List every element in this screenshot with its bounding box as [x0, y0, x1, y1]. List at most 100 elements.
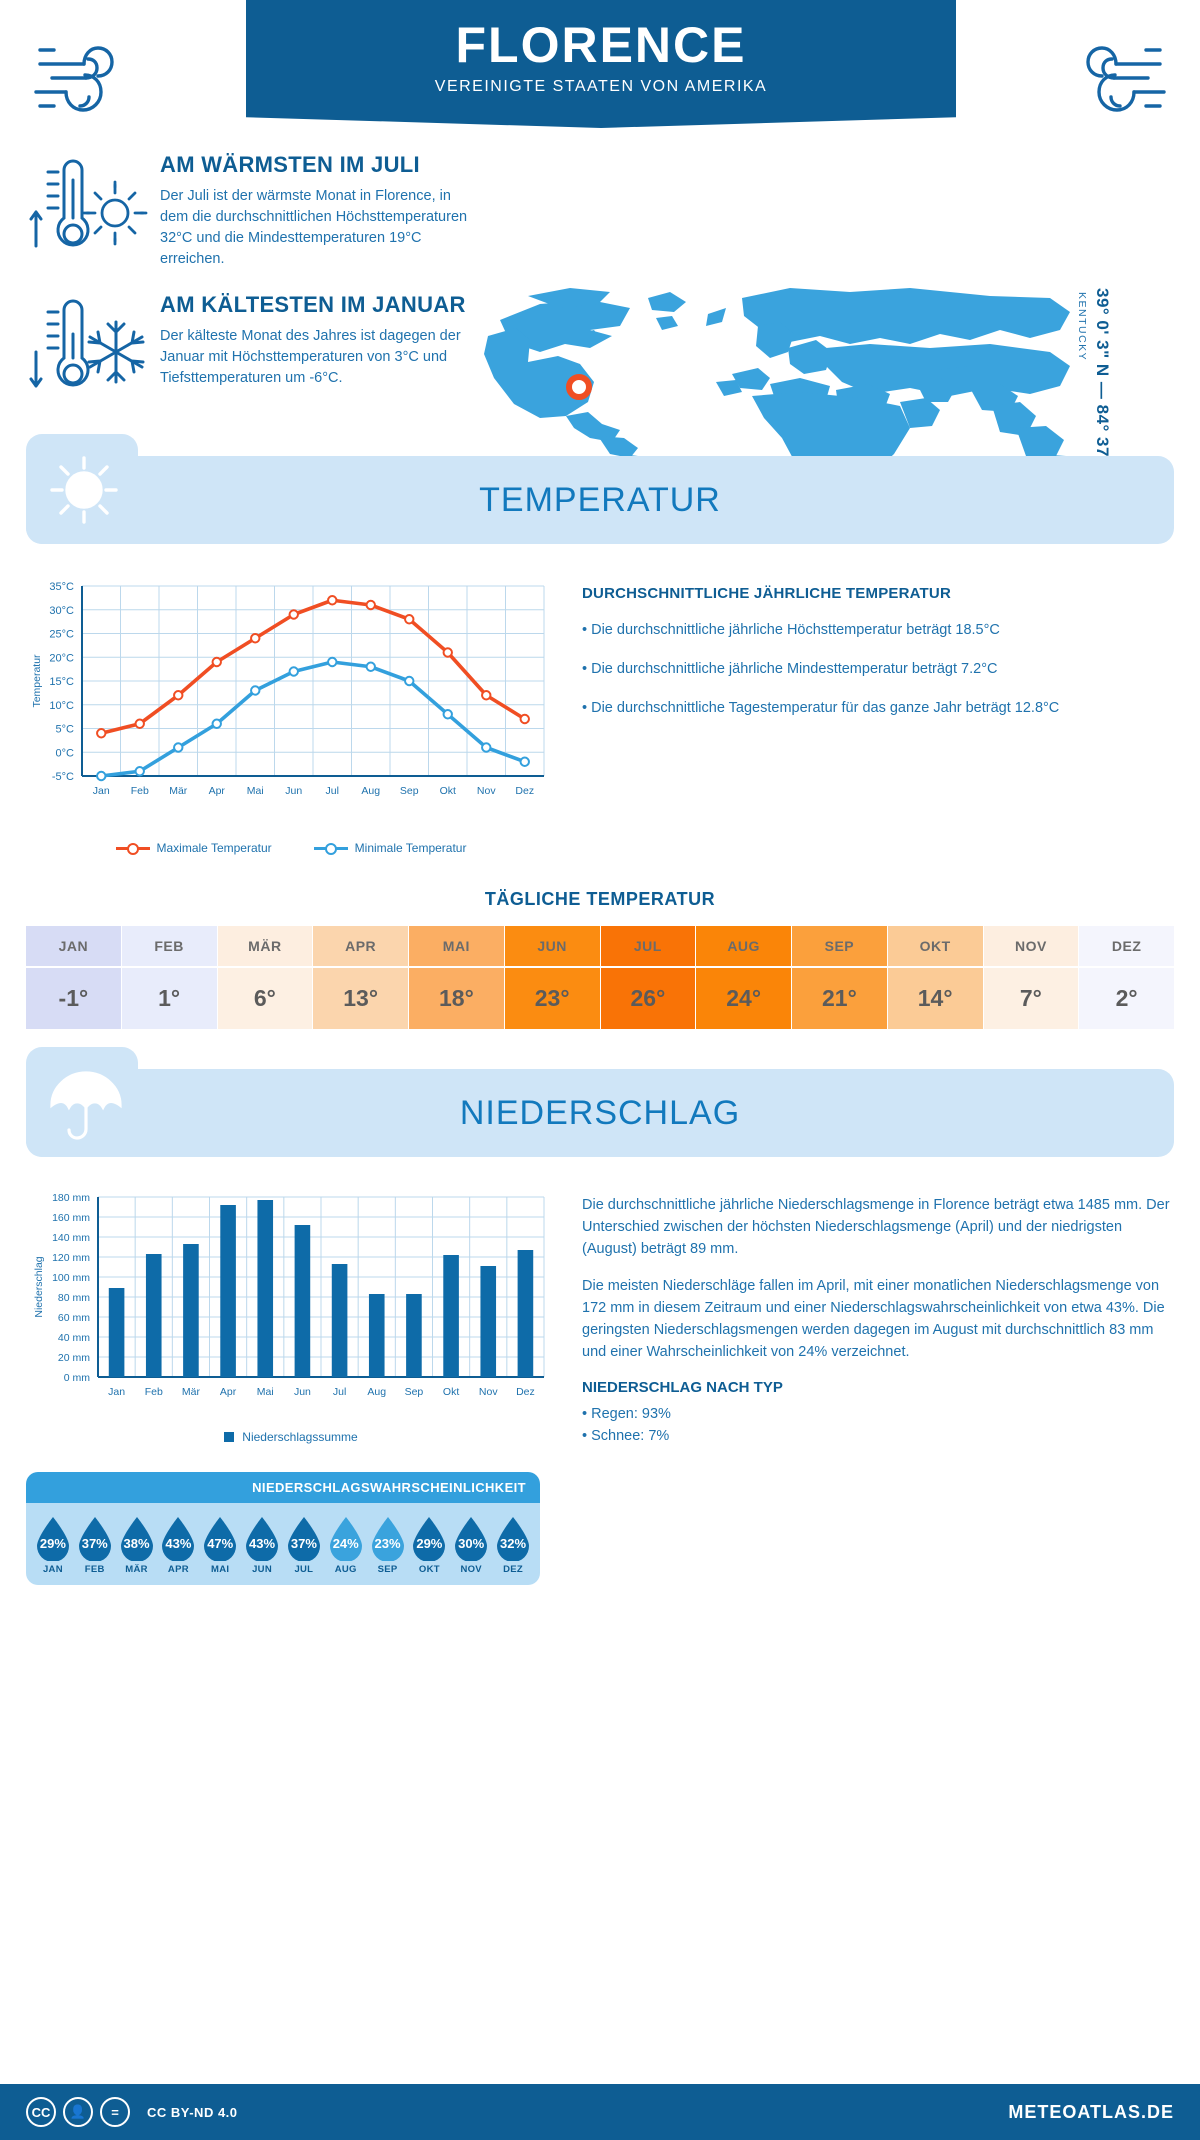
temperature-banner-title: TEMPERATUR: [479, 480, 721, 519]
svg-text:Mai: Mai: [257, 1386, 274, 1398]
temperature-content: -5°C 0°C 5°C 10°C 15°C 20°C 25°C 30°C 35°C Jan Feb…: [26, 576, 1174, 855]
avg-temp-title: DURCHSCHNITTLICHE JÄHRLICHE TEMPERATUR: [582, 585, 951, 602]
probability-value: 32%: [500, 1536, 527, 1551]
daily-temp-value: 21°: [792, 968, 887, 1029]
legend-label-min: Minimale Temperatur: [354, 841, 467, 855]
daily-temp-month-header: JUL: [600, 926, 696, 966]
thermometer-up-icon: [29, 159, 90, 248]
probability-item: 29% JAN: [33, 1515, 73, 1575]
precipitation-chart-legend: Niederschlagssumme: [26, 1430, 556, 1444]
water-drop-icon: 24%: [326, 1515, 366, 1561]
legend-item-min: Minimale Temperatur: [313, 841, 467, 855]
svg-text:20 mm: 20 mm: [58, 1352, 90, 1364]
water-drop-icon: 29%: [409, 1515, 449, 1561]
cold-text: AM KÄLTESTEN IM JANUAR Der kälteste Mona…: [160, 290, 476, 400]
water-drop-icon: 37%: [75, 1515, 115, 1561]
legend-label-max: Maximale Temperatur: [156, 841, 272, 855]
svg-text:Dez: Dez: [516, 1386, 535, 1398]
warm-icons: [26, 150, 148, 260]
precip-type-title: NIEDERSCHLAG NACH TYP: [582, 1379, 783, 1397]
svg-text:25°C: 25°C: [49, 629, 74, 641]
svg-text:30°C: 30°C: [49, 605, 74, 617]
svg-text:Jan: Jan: [93, 785, 110, 797]
daily-temp-month-header: JUN: [504, 926, 600, 966]
water-drop-icon: 29%: [33, 1515, 73, 1561]
probability-value: 29%: [416, 1536, 443, 1551]
probability-item: 38% MÄR: [117, 1515, 157, 1575]
svg-text:Aug: Aug: [361, 785, 380, 797]
temperature-line-chart: -5°C 0°C 5°C 10°C 15°C 20°C 25°C 30°C 35°C Jan Feb…: [31, 581, 545, 797]
svg-text:Mär: Mär: [169, 785, 188, 797]
svg-text:Jul: Jul: [326, 785, 339, 797]
snowflake-icon: [87, 320, 145, 384]
water-drop-icon: 43%: [242, 1515, 282, 1561]
daily-temp-month-header: DEZ: [1079, 926, 1174, 966]
wind-icon: [22, 18, 132, 128]
daily-temp-value: 1°: [121, 968, 217, 1029]
daily-temp-value: 23°: [504, 968, 600, 1029]
wind-icon: [1068, 18, 1178, 128]
svg-text:140 mm: 140 mm: [52, 1232, 90, 1244]
precip-type-snow: • Schnee: 7%: [582, 1428, 670, 1444]
daily-temp-value: 2°: [1079, 968, 1174, 1029]
probability-item: 30% NOV: [451, 1515, 491, 1575]
svg-text:15°C: 15°C: [49, 676, 74, 688]
probability-item: 23% SEP: [368, 1515, 408, 1575]
svg-text:Temperatur: Temperatur: [31, 654, 43, 708]
probability-month: AUG: [334, 1564, 357, 1575]
legend-label-precip: Niederschlagssumme: [242, 1430, 358, 1444]
avg-max-bullet: • Die durchschnittliche jährliche Höchst…: [582, 622, 1000, 639]
water-drop-icon: 30%: [451, 1515, 491, 1561]
warm-text: AM WÄRMSTEN IM JULI Der Juli ist der wär…: [160, 150, 476, 270]
svg-text:Aug: Aug: [367, 1386, 386, 1398]
banner-body: [26, 1069, 1174, 1157]
daily-temp-month-header: FEB: [121, 926, 217, 966]
water-drop-icon: 38%: [117, 1515, 157, 1561]
legend-swatch-max: [115, 843, 150, 855]
daily-temp-month-header: MAI: [409, 926, 504, 966]
svg-text:60 mm: 60 mm: [58, 1312, 90, 1324]
probability-value: 29%: [39, 1536, 66, 1551]
daily-temp-month-header: MÄR: [217, 926, 313, 966]
page-footer: CC 👤 = CC BY-ND 4.0 METEOATLAS.DE: [0, 2084, 1200, 2140]
svg-text:20°C: 20°C: [49, 652, 74, 664]
probability-item: 29% OKT: [409, 1515, 449, 1575]
probability-item: 37% JUL: [284, 1515, 324, 1575]
water-drop-icon: 47%: [200, 1515, 240, 1561]
header-banner: [246, 0, 956, 110]
avg-min-bullet: • Die durchschnittliche jährliche Mindes…: [582, 661, 998, 678]
temperature-side-column: DURCHSCHNITTLICHE JÄHRLICHE TEMPERATUR •…: [582, 576, 1174, 855]
temperature-banner: TEMPERATUR: [26, 434, 1174, 544]
probability-value: 24%: [332, 1536, 359, 1551]
probability-item: 43% APR: [158, 1515, 198, 1575]
nd-icon: =: [100, 2097, 130, 2127]
header-wedge-right: [601, 110, 956, 128]
daily-temp-value: -1°: [26, 968, 121, 1029]
thermometer-down-icon: [29, 299, 90, 388]
daily-temp-value: 14°: [887, 968, 983, 1029]
license-group: CC 👤 = CC BY-ND 4.0: [26, 2097, 238, 2127]
precipitation-banner-title: NIEDERSCHLAG: [459, 1093, 741, 1132]
daily-temp-value: 26°: [600, 968, 696, 1029]
probability-item: 47% MAI: [200, 1515, 240, 1575]
daily-temp-month-header: SEP: [792, 926, 887, 966]
water-drop-icon: 32%: [493, 1515, 533, 1561]
probability-month: FEB: [84, 1564, 105, 1575]
svg-text:Sep: Sep: [400, 785, 419, 797]
svg-text:80 mm: 80 mm: [58, 1292, 90, 1304]
svg-text:120 mm: 120 mm: [52, 1252, 90, 1264]
page-title: FLORENCE: [455, 17, 747, 73]
svg-text:160 mm: 160 mm: [52, 1212, 90, 1224]
precipitation-banner: NIEDERSCHLAG: [26, 1047, 1174, 1157]
probability-drops: 29% JAN 37% FEB 38% MÄR 43% APR 47% MAI 43% JUN 37% J…: [26, 1503, 540, 1585]
daily-temp-month-header: JAN: [26, 926, 121, 966]
probability-item: 43% JUN: [242, 1515, 282, 1575]
probability-value: 37%: [81, 1536, 108, 1551]
probability-month: JUL: [294, 1564, 314, 1575]
probability-item: 32% DEZ: [493, 1515, 533, 1575]
svg-text:Feb: Feb: [131, 785, 149, 797]
daily-temp-value: 18°: [409, 968, 504, 1029]
precipitation-side-column: Die durchschnittliche jährliche Niedersc…: [582, 1187, 1174, 1585]
daily-temp-month-header: AUG: [696, 926, 791, 966]
